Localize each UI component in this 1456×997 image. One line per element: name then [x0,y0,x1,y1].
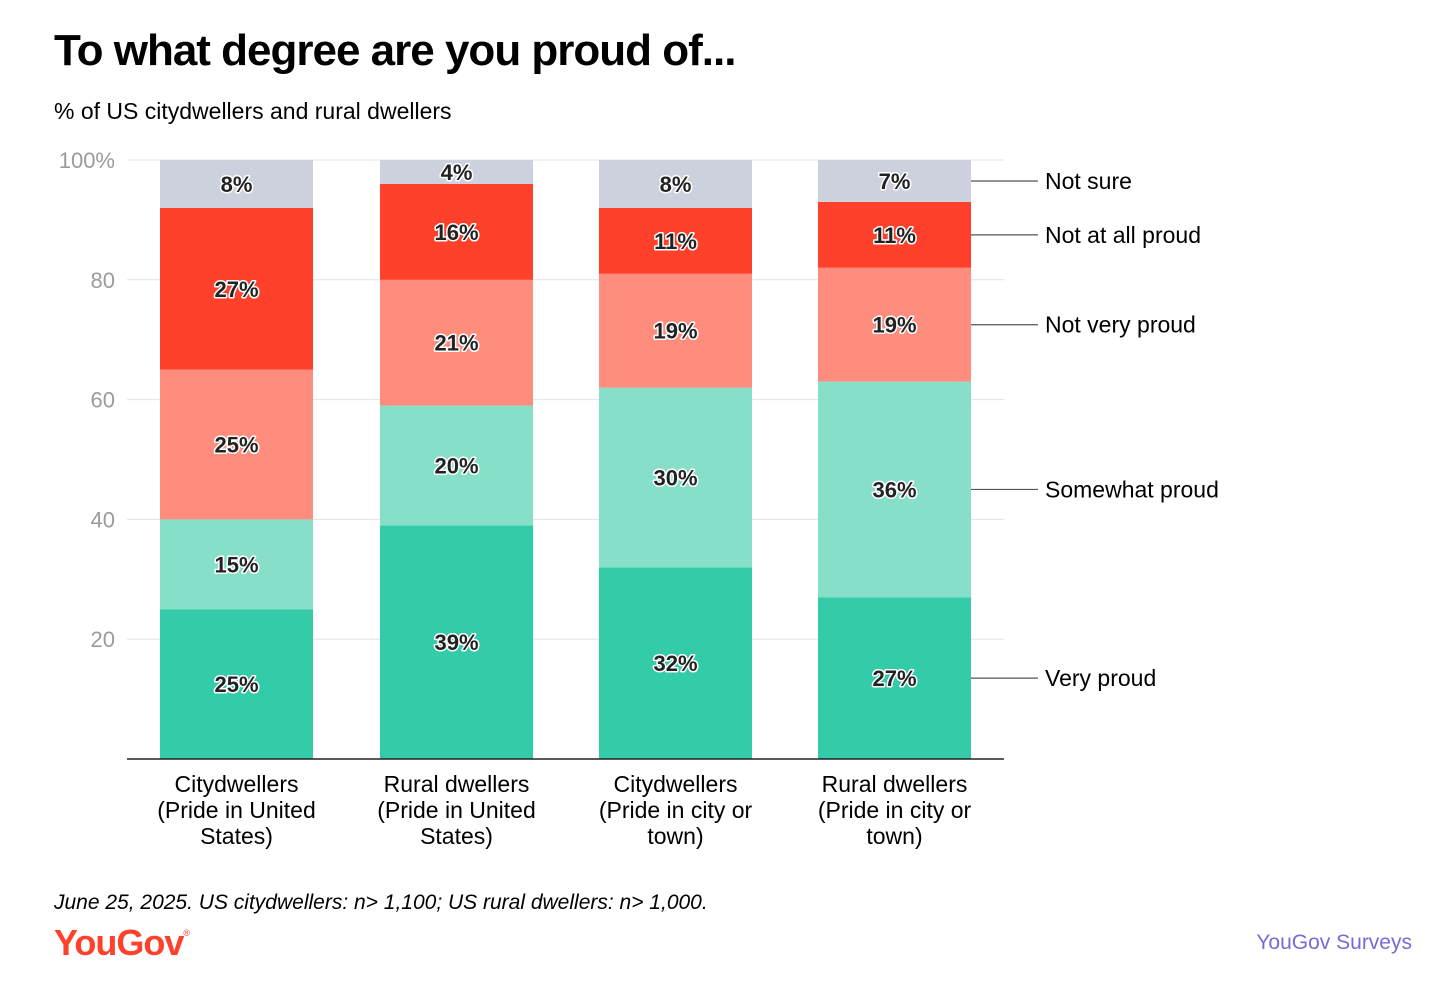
data-label: 21% [434,331,478,356]
y-tick-label: 40 [91,507,115,532]
yougov-logo: YouGov® [54,922,190,964]
bar-segment [160,609,313,759]
bar-segment [380,160,533,184]
y-tick-label: 20 [91,627,115,652]
x-tick-label: town) [866,823,922,849]
chart-subtitle: % of US citydwellers and rural dwellers [54,98,452,124]
data-label: 8% [221,172,253,197]
data-label: 27% [872,666,916,691]
data-label: 36% [872,477,916,502]
data-label: 16% [434,220,478,245]
stacked-bar-chart: 20 40 60 80 100% 25% 15% 25% 27% 8% 39% 20% 21% 16% 4… [59,148,1219,849]
bar-segment [818,267,971,382]
bar-segment [380,183,533,280]
data-label: 8% [660,172,692,197]
bar-segment [599,567,752,759]
y-tick-label: 60 [91,388,115,413]
legend-label: Somewhat proud [1045,476,1219,502]
data-label: 20% [434,453,478,478]
bar-segment [160,519,313,610]
x-tick-label: (Pride in United [377,797,536,823]
bar-segment [599,160,752,208]
bar-segment [160,207,313,370]
legend-label: Very proud [1045,665,1156,691]
bar-segment [380,279,533,406]
data-label: 25% [214,672,258,697]
bar-segment [818,201,971,268]
x-tick-label: Rural dwellers [822,771,968,797]
data-label: 25% [214,433,258,458]
bar-segment [599,273,752,388]
bar-segment [818,160,971,202]
data-label: 11% [654,229,697,254]
bar-segment [599,387,752,568]
data-label: 39% [434,630,478,655]
bar-segment [599,207,752,274]
x-tick-label: Citydwellers [614,771,738,797]
data-label: 19% [653,319,697,344]
x-tick-label: (Pride in city or [818,797,972,823]
data-label: 7% [879,169,911,194]
data-label: 15% [214,552,258,577]
footnote: June 25, 2025. US citydwellers: n> 1,100… [54,891,708,914]
data-label: 32% [653,651,697,676]
bar-segment [818,381,971,598]
legend-label: Not sure [1045,168,1132,194]
bar-segment [818,597,971,759]
x-tick-label: States) [200,823,273,849]
legend-label: Not very proud [1045,312,1196,338]
x-tick-label: (Pride in city or [599,797,753,823]
data-label: 11% [873,223,916,248]
y-tick-label: 80 [91,268,115,293]
x-tick-label: States) [420,823,493,849]
logo-text: YouGov [54,922,184,963]
data-label: 30% [653,465,697,490]
bar-segment [380,525,533,759]
registered-mark: ® [183,928,190,938]
source-label: YouGov Surveys [1256,931,1412,954]
bar-segment [160,369,313,520]
data-label: 27% [214,277,258,302]
x-tick-label: Rural dwellers [384,771,530,797]
x-tick-label: town) [647,823,703,849]
bar-segment [160,160,313,208]
data-label: 19% [872,313,916,338]
x-tick-label: (Pride in United [157,797,316,823]
x-tick-label: Citydwellers [175,771,299,797]
legend-label: Not at all proud [1045,222,1201,248]
y-tick-label: 100% [59,148,115,173]
data-label: 4% [441,160,473,185]
chart-title: To what degree are you proud of... [54,26,736,75]
bar-segment [380,405,533,526]
